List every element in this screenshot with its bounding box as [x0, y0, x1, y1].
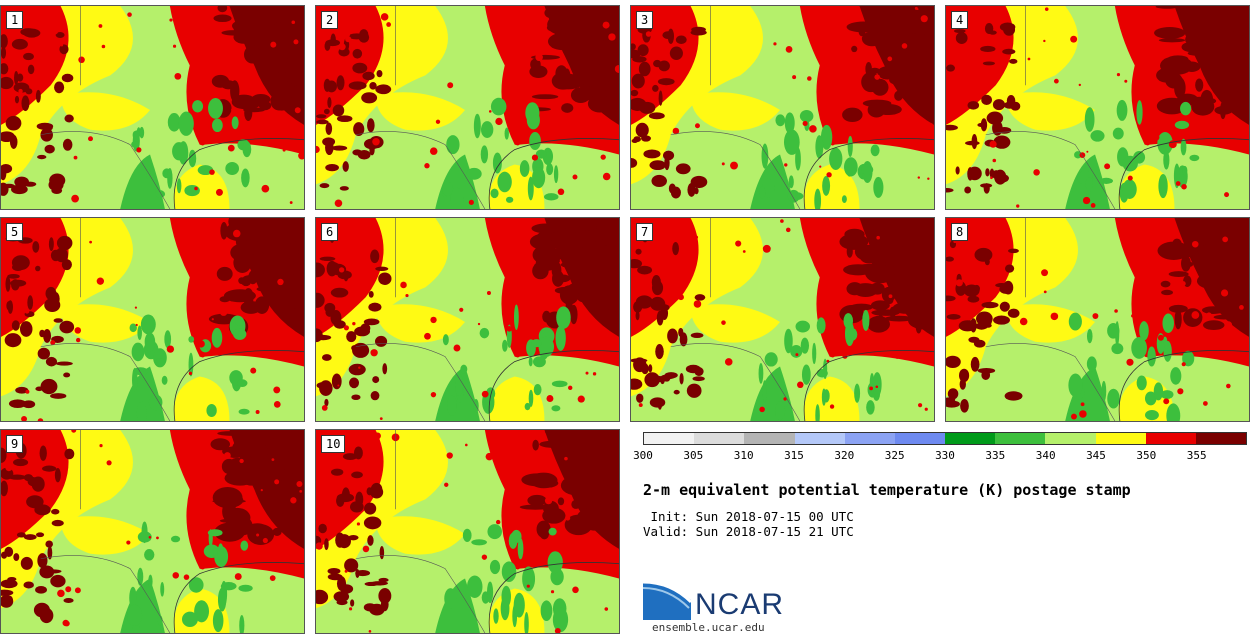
colorbar-tick-label: 335 — [985, 449, 1006, 462]
postage-stamp-panel: 10 — [315, 429, 620, 634]
panel-number-label: 5 — [6, 223, 24, 241]
colorbar-tick-label: 350 — [1136, 449, 1157, 462]
panel-number-label: 2 — [321, 11, 339, 29]
colorbar-swatch — [1195, 433, 1247, 444]
postage-stamp-panel: 7 — [630, 217, 935, 422]
ncar-logo-icon — [643, 580, 693, 620]
postage-stamp-panel: 2 — [315, 5, 620, 210]
colorbar-swatch — [1045, 433, 1096, 444]
colorbar-tick-label: 300 — [633, 449, 653, 462]
colorbar-swatch — [1095, 433, 1146, 444]
colorbar — [643, 432, 1247, 445]
postage-stamp-panel: 4 — [945, 5, 1250, 210]
colorbar-swatch — [694, 433, 745, 444]
colorbar-tick-label: 320 — [834, 449, 855, 462]
valid-time: Valid: Sun 2018-07-15 21 UTC — [643, 524, 854, 539]
panel-number-label: 6 — [321, 223, 339, 241]
colorbar-swatch — [995, 433, 1046, 444]
colorbar-tick-label: 325 — [884, 449, 905, 462]
colorbar-swatch — [644, 433, 695, 444]
postage-stamp-panel: 1 — [0, 5, 305, 210]
panel-number-label: 9 — [6, 435, 24, 453]
colorbar-swatch — [1145, 433, 1196, 444]
colorbar-tick-label: 315 — [784, 449, 804, 462]
panel-number-label: 10 — [321, 435, 346, 453]
init-time: Init: Sun 2018-07-15 00 UTC — [643, 509, 854, 524]
colorbar-tick-label: 330 — [935, 449, 955, 462]
panel-number-label: 4 — [951, 11, 969, 29]
colorbar-tick-label: 310 — [733, 449, 754, 462]
postage-stamp-panel: 8 — [945, 217, 1250, 422]
panel-number-label: 3 — [636, 11, 654, 29]
colorbar-swatch — [794, 433, 845, 444]
postage-stamp-panel: 5 — [0, 217, 305, 422]
panel-number-label: 1 — [6, 11, 24, 29]
logo-url: ensemble.ucar.edu — [652, 621, 765, 634]
colorbar-tick-labels: 300 305 310 315 320 325 330 335 340 345 350 355 — [633, 449, 1247, 465]
colorbar-swatch — [945, 433, 996, 444]
colorbar-tick-label: 305 — [683, 449, 704, 462]
colorbar-swatch — [744, 433, 795, 444]
plot-title: 2-m equivalent potential temperature (K)… — [643, 481, 1131, 499]
ncar-logo-text: NCAR — [695, 588, 785, 621]
colorbar-swatch — [894, 433, 946, 444]
colorbar-tick-label: 355 — [1186, 449, 1207, 462]
panel-number-label: 7 — [636, 223, 654, 241]
colorbar-tick-label: 340 — [1035, 449, 1056, 462]
postage-stamp-panel: 3 — [630, 5, 935, 210]
colorbar-swatch — [844, 433, 895, 444]
panel-number-label: 8 — [951, 223, 969, 241]
colorbar-tick-label: 345 — [1086, 449, 1106, 462]
postage-stamp-panel: 6 — [315, 217, 620, 422]
postage-stamp-panel: 9 — [0, 429, 305, 634]
